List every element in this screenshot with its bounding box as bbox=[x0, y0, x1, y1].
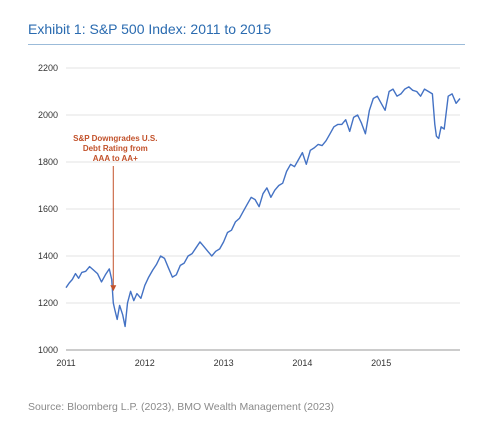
line-chart: 1000 1200 1400 1600 1800 2000 2200 2011 2012 2013… bbox=[38, 63, 461, 368]
annotation-text: AAA to AA+ bbox=[93, 154, 138, 163]
chart-title: Exhibit 1: S&P 500 Index: 2011 to 2015 bbox=[28, 21, 272, 37]
annotation-text: S&P Downgrades U.S. bbox=[73, 134, 157, 143]
x-tick-label: 2015 bbox=[371, 358, 391, 368]
y-tick-label: 1800 bbox=[38, 157, 58, 167]
x-tick-label: 2013 bbox=[214, 358, 234, 368]
series-line bbox=[65, 86, 461, 328]
title-rule bbox=[28, 44, 465, 45]
annotation-arrowhead bbox=[110, 285, 117, 292]
y-tick-label: 2000 bbox=[38, 110, 58, 120]
source-note: Source: Bloomberg L.P. (2023), BMO Wealt… bbox=[28, 401, 335, 413]
x-tick-label: 2011 bbox=[56, 358, 75, 368]
x-tick-label: 2012 bbox=[135, 358, 155, 368]
x-tick-label: 2014 bbox=[292, 358, 312, 368]
y-tick-label: 2200 bbox=[38, 63, 58, 73]
y-tick-label: 1400 bbox=[38, 251, 58, 261]
y-tick-label: 1600 bbox=[38, 204, 58, 214]
y-tick-label: 1000 bbox=[38, 345, 58, 355]
annotation-text: Debt Rating from bbox=[83, 144, 148, 153]
y-tick-label: 1200 bbox=[38, 298, 58, 308]
